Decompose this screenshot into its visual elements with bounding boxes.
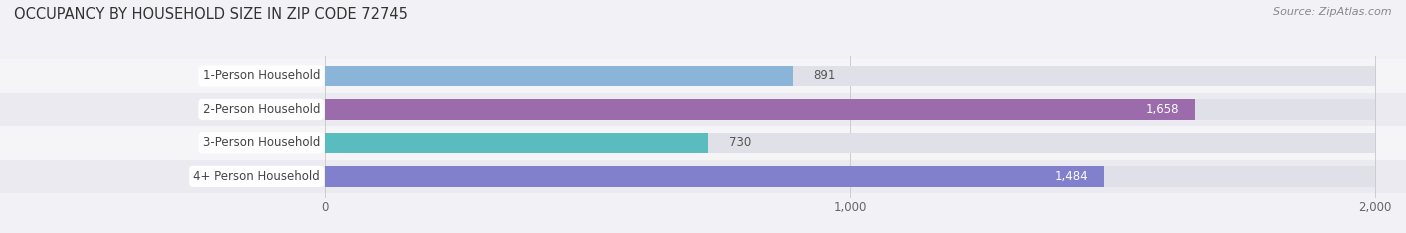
Bar — [325, 99, 1195, 120]
Bar — [325, 66, 1375, 86]
Text: 891: 891 — [814, 69, 837, 82]
Bar — [325, 133, 709, 153]
Text: 4+ Person Household: 4+ Person Household — [193, 170, 321, 183]
Bar — [0, 160, 1406, 193]
Text: 1,658: 1,658 — [1146, 103, 1180, 116]
Bar — [325, 99, 1375, 120]
Bar — [325, 66, 793, 86]
Bar — [325, 166, 1375, 187]
Text: Source: ZipAtlas.com: Source: ZipAtlas.com — [1274, 7, 1392, 17]
Text: 1,484: 1,484 — [1054, 170, 1088, 183]
Text: OCCUPANCY BY HOUSEHOLD SIZE IN ZIP CODE 72745: OCCUPANCY BY HOUSEHOLD SIZE IN ZIP CODE … — [14, 7, 408, 22]
Bar — [0, 93, 1406, 126]
Bar — [0, 126, 1406, 160]
Text: 2-Person Household: 2-Person Household — [202, 103, 321, 116]
Text: 730: 730 — [730, 136, 751, 149]
Bar — [0, 59, 1406, 93]
Bar — [325, 166, 1104, 187]
Text: 3-Person Household: 3-Person Household — [202, 136, 321, 149]
Text: 1-Person Household: 1-Person Household — [202, 69, 321, 82]
Bar — [325, 133, 1375, 153]
